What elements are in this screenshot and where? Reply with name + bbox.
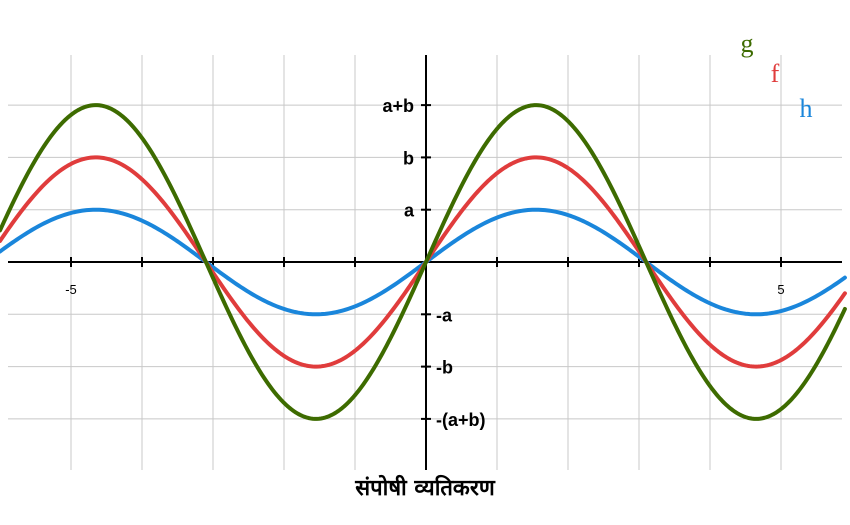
chart-title: संपोषी व्यतिकरण	[354, 474, 496, 501]
legend-item-g: g	[741, 29, 754, 58]
tick-labels: -5 5 a+b b a -a -b -(a+b)	[65, 96, 784, 430]
legend-item-f: f	[771, 59, 780, 88]
y-tick-label: a+b	[382, 96, 414, 116]
y-tick-label: -(a+b)	[436, 410, 486, 430]
x-tick-label: 5	[777, 282, 784, 297]
x-tick-label: -5	[65, 282, 77, 297]
series-group	[0, 103, 847, 421]
y-tick-label: -a	[436, 305, 453, 325]
y-tick-label: a	[404, 201, 415, 221]
legend: gfh	[741, 29, 813, 123]
legend-item-h: h	[800, 94, 813, 123]
y-tick-label: -b	[436, 358, 453, 378]
series-line-g	[0, 103, 847, 421]
y-tick-label: b	[403, 148, 414, 168]
